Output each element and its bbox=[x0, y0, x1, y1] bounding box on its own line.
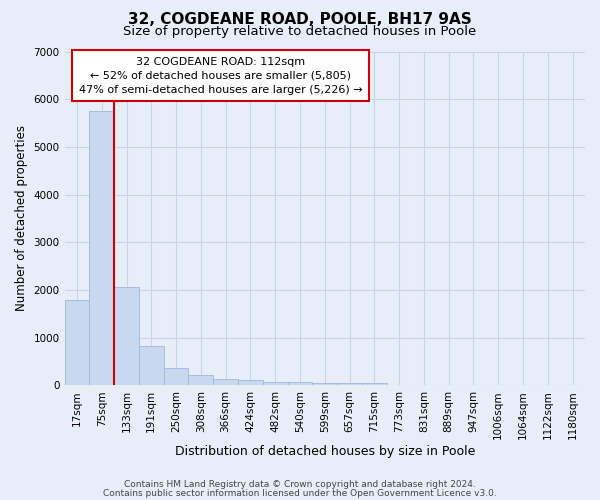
Text: 32 COGDEANE ROAD: 112sqm
← 52% of detached houses are smaller (5,805)
47% of sem: 32 COGDEANE ROAD: 112sqm ← 52% of detach… bbox=[79, 56, 362, 94]
Bar bbox=[89, 111, 114, 386]
Text: Size of property relative to detached houses in Poole: Size of property relative to detached ho… bbox=[124, 25, 476, 38]
Bar bbox=[65, 300, 89, 386]
X-axis label: Distribution of detached houses by size in Poole: Distribution of detached houses by size … bbox=[175, 444, 475, 458]
Bar bbox=[139, 346, 164, 386]
Text: Contains HM Land Registry data © Crown copyright and database right 2024.: Contains HM Land Registry data © Crown c… bbox=[124, 480, 476, 489]
Text: 32, COGDEANE ROAD, POOLE, BH17 9AS: 32, COGDEANE ROAD, POOLE, BH17 9AS bbox=[128, 12, 472, 28]
Y-axis label: Number of detached properties: Number of detached properties bbox=[15, 126, 28, 312]
Bar bbox=[337, 384, 362, 386]
Bar bbox=[164, 368, 188, 386]
Bar bbox=[313, 383, 337, 386]
Text: Contains public sector information licensed under the Open Government Licence v3: Contains public sector information licen… bbox=[103, 489, 497, 498]
Bar bbox=[114, 287, 139, 386]
Bar bbox=[287, 382, 313, 386]
Bar bbox=[238, 380, 263, 386]
Bar bbox=[188, 375, 213, 386]
Bar bbox=[213, 379, 238, 386]
Bar bbox=[263, 382, 287, 386]
Bar bbox=[362, 383, 387, 386]
